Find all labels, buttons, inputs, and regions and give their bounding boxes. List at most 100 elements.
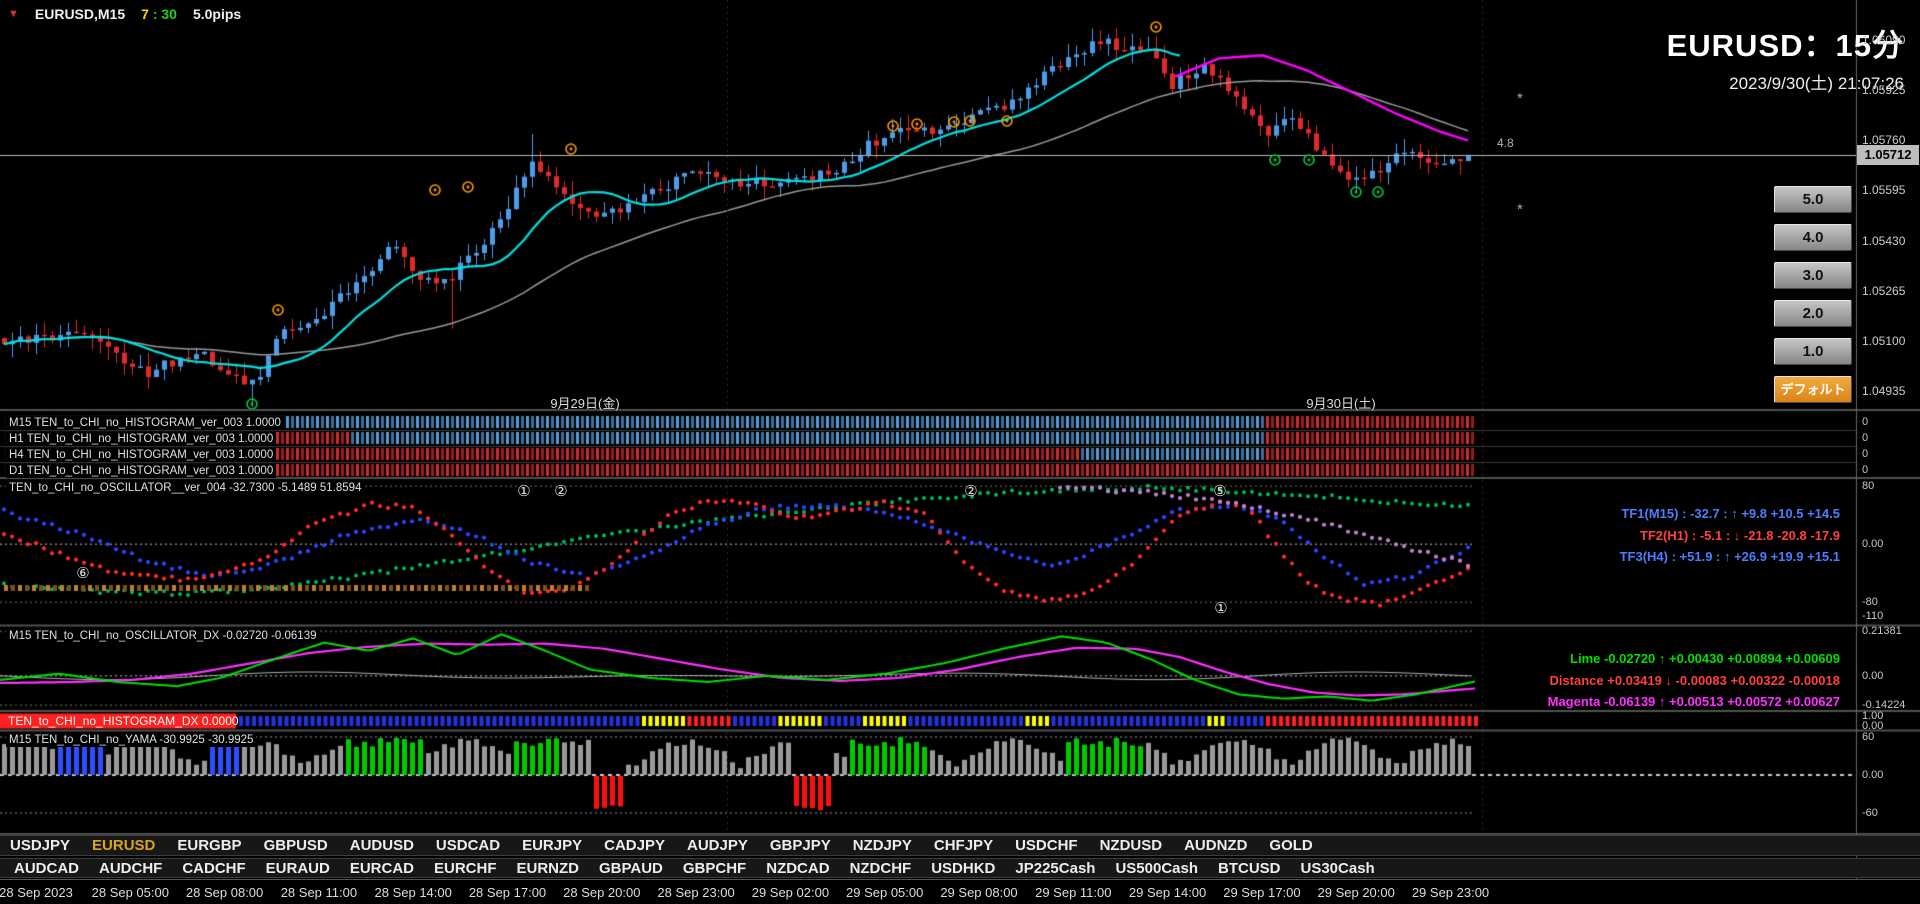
- scale-button-5.0[interactable]: 5.0: [1774, 186, 1852, 213]
- symbol-tab-audchf[interactable]: AUDCHF: [99, 859, 163, 877]
- histogram-dx-label: TEN_to_CHI_no_HISTOGRAM_DX 0.0000: [8, 714, 239, 728]
- oscillator-axis-label: 0.00: [1862, 538, 1884, 551]
- symbol-tab-eurchf[interactable]: EURCHF: [434, 859, 497, 877]
- symbol-dropdown-icon[interactable]: ▼: [8, 8, 19, 20]
- symbol-tab-us500cash[interactable]: US500Cash: [1115, 859, 1198, 877]
- price-axis-label: 1.06090: [1862, 33, 1906, 48]
- signal-number-marker: ⑤: [1213, 483, 1227, 500]
- price-axis-label: 1.05925: [1862, 83, 1906, 98]
- time-axis-label: 28 Sep 14:00: [374, 885, 452, 900]
- symbol-tab-eurgbp[interactable]: EURGBP: [177, 837, 242, 854]
- dx-legend-line: Distance +0.03419 ↓ -0.00083 +0.00322 -0…: [1549, 673, 1840, 688]
- alert-mark: *: [1517, 201, 1523, 218]
- time-axis-label: 29 Sep 08:00: [940, 885, 1018, 900]
- dx-oscillator-label: M15 TEN_to_CHI_no_OSCILLATOR_DX -0.02720…: [6, 629, 320, 643]
- date-label: 9月30日(土): [1306, 396, 1376, 411]
- symbol-tab-gbpjpy[interactable]: GBPJPY: [769, 837, 831, 854]
- signal-number-marker: ②: [554, 483, 568, 500]
- signal-number-marker: ①: [1214, 600, 1228, 617]
- dx-axis-label: 0.00: [1862, 669, 1884, 682]
- symbol-tab-usdhkd[interactable]: USDHKD: [931, 859, 996, 877]
- symbol-tab-cadchf[interactable]: CADCHF: [182, 859, 246, 877]
- time-axis-label: 28 Sep 17:00: [468, 885, 547, 900]
- symbol-tabs-row-2: AUDCAD AUDCHF CADCHF EURAUD EURCAD EURCHF EURN…: [0, 858, 1920, 878]
- histogram-scale-label: 0: [1862, 432, 1869, 444]
- signal-number-marker: ①: [517, 483, 531, 500]
- symbol-tab-us30cash[interactable]: US30Cash: [1300, 859, 1375, 877]
- symbol-tab-usdchf[interactable]: USDCHF: [1015, 837, 1078, 854]
- strip-axis-label: 1.00: [1862, 710, 1884, 722]
- symbol-tab-eurnzd[interactable]: EURNZD: [516, 859, 580, 877]
- time-axis-label: 28 Sep 05:00: [91, 885, 169, 900]
- default-button[interactable]: デフォルト: [1774, 376, 1852, 403]
- symbol-tab-euraud[interactable]: EURAUD: [265, 859, 330, 877]
- histogram-scale-label: 0: [1862, 416, 1869, 428]
- symbol-tab-audnzd[interactable]: AUDNZD: [1184, 837, 1248, 854]
- yama-axis-label: 60: [1862, 731, 1875, 744]
- dx-axis-label: -0.14224: [1862, 699, 1906, 712]
- spread-note: 4.8: [1497, 136, 1514, 150]
- symbol-tab-audjpy[interactable]: AUDJPY: [686, 837, 748, 854]
- symbol-tab-audusd[interactable]: AUDUSD: [349, 837, 414, 854]
- symbol-tab-usdjpy[interactable]: USDJPY: [10, 837, 71, 854]
- scale-button-2.0[interactable]: 2.0: [1774, 300, 1852, 327]
- symbol-tabs-row-1: USDJPY EURUSD EURGBP GBPUSD AUDUSD USDCAD EURJ…: [0, 835, 1920, 856]
- p极ips-label: 5.0pips: [192, 6, 242, 22]
- symbol-tab-eurusd[interactable]: EURUSD: [92, 837, 156, 854]
- time-axis-label: 29 Sep 05:00: [846, 885, 924, 900]
- histogram-m15-label: M15 TEN_to_CHI_no_HISTOGRAM_ver_003 1.00…: [6, 416, 284, 430]
- price-axis-label: 1.04935: [1862, 383, 1906, 398]
- symbol-tab-btcusd[interactable]: BTCUSD: [1218, 859, 1281, 877]
- time-axis-label: 29 Sep 23:00: [1411, 885, 1490, 900]
- symbol-tab-jp225cash[interactable]: JP225Cash: [1015, 859, 1096, 877]
- alert-mark: *: [1517, 90, 1523, 107]
- symbol-tab-eurcad[interactable]: EURCAD: [349, 859, 414, 877]
- histogram-d1-label: D1 TEN_to_CHI_no_HISTOGRAM_ver_003 1.000…: [6, 464, 277, 478]
- price-axis-label: 1.05760: [1862, 133, 1906, 148]
- date-label: 9月29日(金): [550, 396, 620, 411]
- histogram-scale-label: 0: [1862, 448, 1869, 460]
- time-axis-label: 28 Sep 20:00: [563, 885, 641, 900]
- symbol-tab-nzdchf[interactable]: NZDCHF: [849, 859, 912, 877]
- symbol-tab-gbpaud[interactable]: GBPAUD: [599, 859, 663, 877]
- current-price-label: 1.05712: [1857, 145, 1919, 165]
- oscillator-axis-label: -80: [1862, 596, 1878, 609]
- chart-datetime: 2023/9/30(土) 21:07:26: [1729, 74, 1904, 93]
- tf-status-line: TF2(H1) : -5.1 : ↓ -21.8 -20.8 -17.9: [1639, 528, 1840, 543]
- scale-button-4.0[interactable]: 4.0: [1774, 224, 1852, 251]
- symbol-tab-nzdcad[interactable]: NZDCAD: [766, 859, 830, 877]
- yama-axis-label: -60: [1862, 806, 1878, 819]
- price-axis-label: 1.05265: [1862, 283, 1906, 298]
- symbol-tab-gbpchf[interactable]: GBPCHF: [682, 859, 747, 877]
- signal-number-marker: ⑥: [76, 565, 90, 582]
- symbol-tab-nzdjpy[interactable]: NZDJPY: [852, 837, 912, 854]
- symbol-info: ▼ EURUSD,M15 7 : 30 5.0pips: [8, 6, 241, 22]
- tf-status-line: TF3(H4) : +51.9 : ↑ +26.9 +19.9 +15.1: [1619, 549, 1840, 564]
- histogram-h4-label: H4 TEN_to_CHI_no_HISTOGRAM_ver_003 1.000…: [6, 448, 277, 462]
- symbol-tab-audcad[interactable]: AUDCAD: [14, 859, 79, 877]
- symbol-tab-eurjpy[interactable]: EURJPY: [522, 837, 583, 854]
- candle-countdown-timer: 7 : 30: [141, 6, 177, 22]
- symbol-tab-chfjpy[interactable]: CHFJPY: [933, 837, 994, 854]
- symbol-tab-usdcad[interactable]: USDCAD: [435, 837, 501, 854]
- signal-number-marker: ②: [964, 483, 978, 500]
- histogram-scale-label: 0: [1862, 464, 1869, 476]
- time-axis: 28 Sep 2023 28 Sep 05:00 28 Sep 08:00 28 Se…: [0, 879, 1920, 904]
- symbol-tab-nzdusd[interactable]: NZDUSD: [1099, 837, 1163, 854]
- price-axis-label: 1.05595: [1862, 183, 1906, 198]
- scale-button-3.0[interactable]: 3.0: [1774, 262, 1852, 289]
- symbol-period-label: EURUSD,M15: [34, 6, 126, 22]
- histogram-h1-label: H1 TEN_to_CHI_no_HISTOGRAM_ver_003 1.000…: [6, 432, 277, 446]
- symbol-tab-gbpusd[interactable]: GBPUSD: [263, 837, 328, 854]
- scale-button-1.0[interactable]: 1.0: [1774, 338, 1852, 365]
- dx-legend-line: Lime -0.02720 ↑ +0.00430 +0.00894 +0.006…: [1570, 651, 1840, 666]
- dx-axis-label: 0.21381: [1862, 625, 1902, 638]
- symbol-tab-gold[interactable]: GOLD: [1269, 837, 1313, 854]
- strip-axis-label: 0.00: [1862, 720, 1884, 732]
- oscillator-axis-label: 80: [1862, 480, 1875, 493]
- tf-status-line: TF1(M15) : -32.7 : ↑ +9.8 +10.5 +14.5: [1621, 506, 1840, 521]
- symbol-tab-cadjpy[interactable]: CADJPY: [604, 837, 665, 854]
- chart-title-block: EURUSD：15分 2023/9/30(土) 21:07:26: [1667, 20, 1904, 94]
